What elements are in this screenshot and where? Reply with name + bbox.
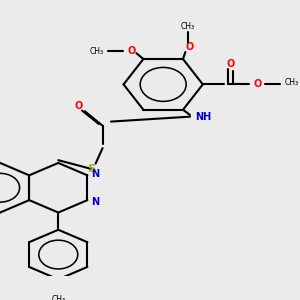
Text: S: S: [87, 164, 95, 174]
Text: CH₃: CH₃: [181, 22, 195, 31]
Text: O: O: [186, 42, 194, 52]
Text: O: O: [74, 101, 82, 111]
Text: CH₃: CH₃: [51, 295, 65, 300]
Text: O: O: [128, 46, 136, 56]
Text: O: O: [253, 80, 262, 89]
Text: NH: NH: [195, 112, 211, 122]
Text: O: O: [227, 59, 235, 69]
Text: CH₃: CH₃: [284, 78, 298, 87]
Text: CH₃: CH₃: [90, 47, 104, 56]
Text: N: N: [91, 169, 99, 178]
Text: N: N: [91, 197, 99, 207]
